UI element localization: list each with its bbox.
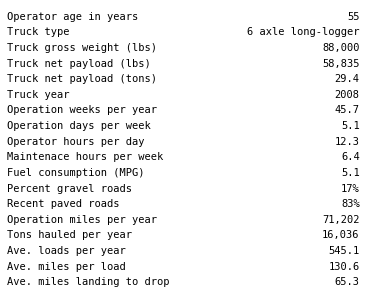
- Text: 65.3: 65.3: [335, 277, 360, 287]
- Text: Operator hours per day: Operator hours per day: [7, 137, 145, 147]
- Text: 12.3: 12.3: [335, 137, 360, 147]
- Text: 130.6: 130.6: [328, 262, 360, 271]
- Text: Maintenace hours per week: Maintenace hours per week: [7, 152, 164, 162]
- Text: Truck gross weight (lbs): Truck gross weight (lbs): [7, 43, 157, 53]
- Text: 29.4: 29.4: [335, 74, 360, 84]
- Text: Truck net payload (tons): Truck net payload (tons): [7, 74, 157, 84]
- Text: Ave. miles landing to drop: Ave. miles landing to drop: [7, 277, 170, 287]
- Text: 545.1: 545.1: [328, 246, 360, 256]
- Text: 2008: 2008: [335, 90, 360, 100]
- Text: Operation days per week: Operation days per week: [7, 121, 151, 131]
- Text: 6.4: 6.4: [341, 152, 360, 162]
- Text: Fuel consumption (MPG): Fuel consumption (MPG): [7, 168, 145, 178]
- Text: 5.1: 5.1: [341, 121, 360, 131]
- Text: Operation weeks per year: Operation weeks per year: [7, 106, 157, 115]
- Text: 58,835: 58,835: [322, 59, 360, 69]
- Text: Percent gravel roads: Percent gravel roads: [7, 184, 132, 193]
- Text: 88,000: 88,000: [322, 43, 360, 53]
- Text: 83%: 83%: [341, 199, 360, 209]
- Text: 45.7: 45.7: [335, 106, 360, 115]
- Text: Recent paved roads: Recent paved roads: [7, 199, 120, 209]
- Text: Operation miles per year: Operation miles per year: [7, 215, 157, 225]
- Text: 5.1: 5.1: [341, 168, 360, 178]
- Text: 71,202: 71,202: [322, 215, 360, 225]
- Text: Truck net payload (lbs): Truck net payload (lbs): [7, 59, 151, 69]
- Text: 16,036: 16,036: [322, 230, 360, 240]
- Text: Ave. miles per load: Ave. miles per load: [7, 262, 126, 271]
- Text: 6 axle long-logger: 6 axle long-logger: [247, 28, 360, 37]
- Text: 17%: 17%: [341, 184, 360, 193]
- Text: 55: 55: [347, 12, 360, 22]
- Text: Tons hauled per year: Tons hauled per year: [7, 230, 132, 240]
- Text: Operator age in years: Operator age in years: [7, 12, 139, 22]
- Text: Truck type: Truck type: [7, 28, 70, 37]
- Text: Truck year: Truck year: [7, 90, 70, 100]
- Text: Ave. loads per year: Ave. loads per year: [7, 246, 126, 256]
